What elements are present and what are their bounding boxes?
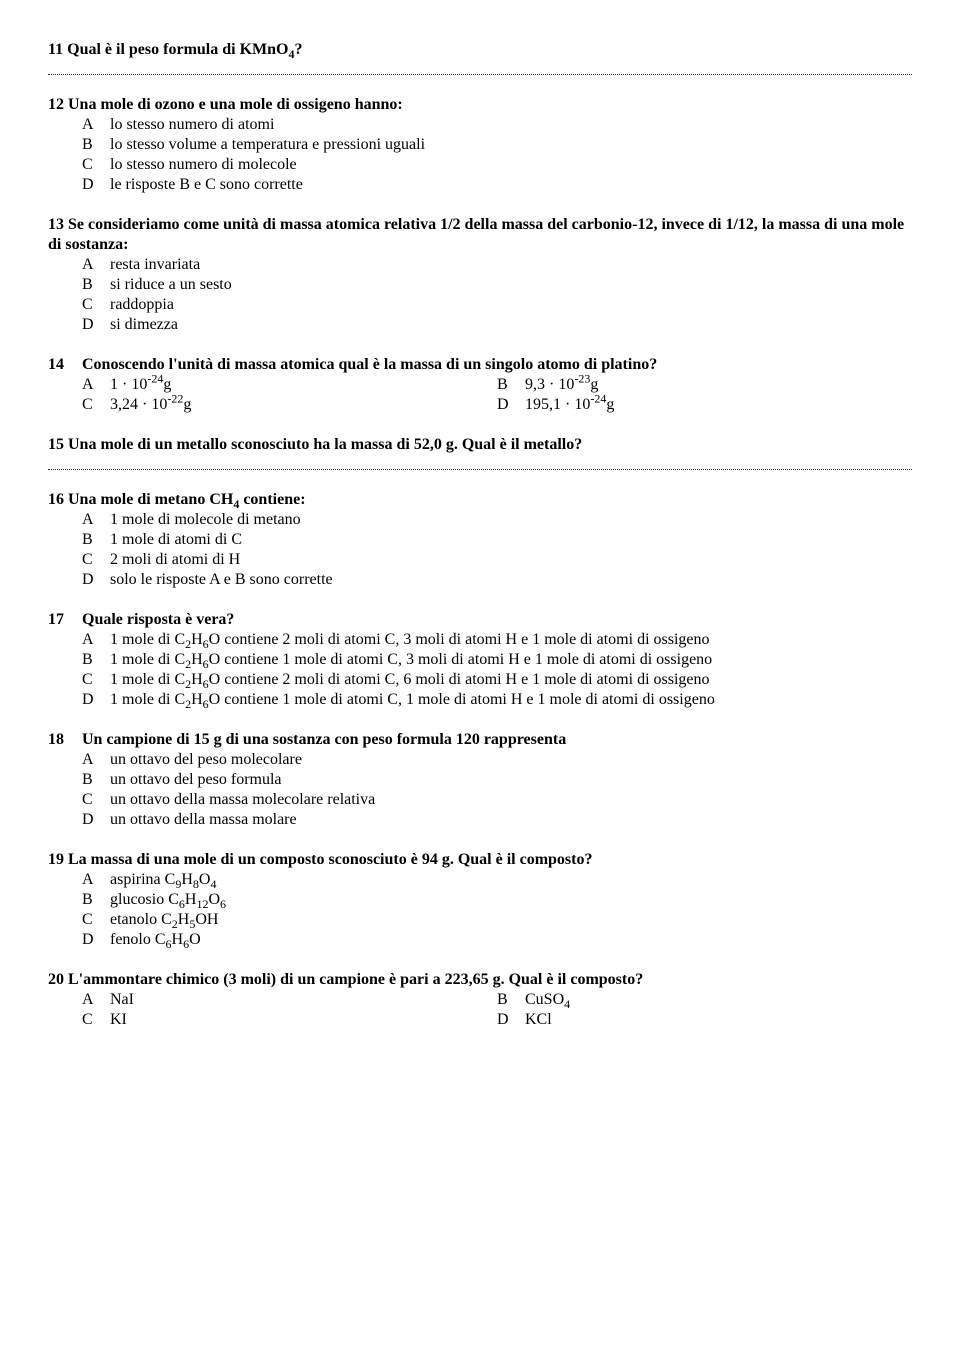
q18-options: Aun ottavo del peso molecolare Bun ottav… <box>82 750 912 830</box>
question-16: 16 Una mole di metano CH4 contiene: A1 m… <box>48 490 912 590</box>
q13-title: 13 Se consideriamo come unità di massa a… <box>48 215 912 255</box>
q13-opt-d: Dsi dimezza <box>82 315 912 335</box>
q14-title-row: 14Conoscendo l'unità di massa atomica qu… <box>48 355 912 375</box>
q19-opt-b: Bglucosio C6H12O6 <box>82 890 912 910</box>
q19-title: 19 La massa di una mole di un composto s… <box>48 850 912 870</box>
q13-opt-b: Bsi riduce a un sesto <box>82 275 912 295</box>
q18-opt-b: Bun ottavo del peso formula <box>82 770 912 790</box>
q16-title: 16 Una mole di metano CH4 contiene: <box>48 490 912 510</box>
q16-options: A1 mole di molecole di metano B1 mole di… <box>82 510 912 590</box>
q17-opt-b: B1 mole di C2H6O contiene 1 mole di atom… <box>82 650 912 670</box>
q16-opt-b: B1 mole di atomi di C <box>82 530 912 550</box>
q14-opt-d: D195,1 · 10-24g <box>497 395 912 415</box>
question-11: 11 Qual è il peso formula di KMnO4? <box>48 40 912 75</box>
q14-opt-a: A1 · 10-24g <box>82 375 497 395</box>
q11-num: 11 <box>48 41 63 58</box>
q12-opt-a: Alo stesso numero di atomi <box>82 115 912 135</box>
q20-opt-b: BCuSO4 <box>497 990 912 1010</box>
question-15: 15 Una mole di un metallo sconosciuto ha… <box>48 435 912 470</box>
q12-options: Alo stesso numero di atomi Blo stesso vo… <box>82 115 912 195</box>
q20-opt-a: ANaI <box>82 990 497 1010</box>
question-18: 18Un campione di 15 g di una sostanza co… <box>48 730 912 830</box>
q18-opt-d: Dun ottavo della massa molare <box>82 810 912 830</box>
question-14: 14Conoscendo l'unità di massa atomica qu… <box>48 355 912 415</box>
q17-opt-c: C1 mole di C2H6O contiene 2 moli di atom… <box>82 670 912 690</box>
question-12: 12 Una mole di ozono e una mole di ossig… <box>48 95 912 195</box>
q14-opt-b: B9,3 · 10-23g <box>497 375 912 395</box>
q19-opt-c: Cetanolo C2H5OH <box>82 910 912 930</box>
answer-line <box>48 74 912 75</box>
q19-options: Aaspirina C9H8O4 Bglucosio C6H12O6 Cetan… <box>82 870 912 950</box>
answer-line <box>48 469 912 470</box>
q14-opt-c: C3,24 · 10-22g <box>82 395 497 415</box>
q11-title: 11 Qual è il peso formula di KMnO4? <box>48 41 302 58</box>
q17-opt-a: A1 mole di C2H6O contiene 2 moli di atom… <box>82 630 912 650</box>
q18-title-row: 18Un campione di 15 g di una sostanza co… <box>48 730 912 750</box>
question-17: 17Quale risposta è vera? A1 mole di C2H6… <box>48 610 912 710</box>
q14-options: A1 · 10-24g B9,3 · 10-23g C3,24 · 10-22g… <box>82 375 912 415</box>
q13-opt-c: Craddoppia <box>82 295 912 315</box>
q15-title: 15 Una mole di un metallo sconosciuto ha… <box>48 436 582 453</box>
q17-opt-d: D1 mole di C2H6O contiene 1 mole di atom… <box>82 690 912 710</box>
q13-options: Aresta invariata Bsi riduce a un sesto C… <box>82 255 912 335</box>
q17-options: A1 mole di C2H6O contiene 2 moli di atom… <box>82 630 912 710</box>
q18-opt-a: Aun ottavo del peso molecolare <box>82 750 912 770</box>
q19-opt-d: Dfenolo C6H6O <box>82 930 912 950</box>
q18-opt-c: Cun ottavo della massa molecolare relati… <box>82 790 912 810</box>
q16-opt-a: A1 mole di molecole di metano <box>82 510 912 530</box>
q20-opt-d: DKCl <box>497 1010 912 1030</box>
q20-options: ANaI BCuSO4 CKI DKCl <box>82 990 912 1030</box>
q17-title-row: 17Quale risposta è vera? <box>48 610 912 630</box>
q12-opt-b: Blo stesso volume a temperatura e pressi… <box>82 135 912 155</box>
q12-title: 12 Una mole di ozono e una mole di ossig… <box>48 95 912 115</box>
question-19: 19 La massa di una mole di un composto s… <box>48 850 912 950</box>
q16-opt-d: Dsolo le risposte A e B sono corrette <box>82 570 912 590</box>
q20-opt-c: CKI <box>82 1010 497 1030</box>
question-20: 20 L'ammontare chimico (3 moli) di un ca… <box>48 970 912 1030</box>
q12-opt-d: Dle risposte B e C sono corrette <box>82 175 912 195</box>
question-13: 13 Se consideriamo come unità di massa a… <box>48 215 912 335</box>
q19-opt-a: Aaspirina C9H8O4 <box>82 870 912 890</box>
q13-opt-a: Aresta invariata <box>82 255 912 275</box>
q16-opt-c: C2 moli di atomi di H <box>82 550 912 570</box>
q12-opt-c: Clo stesso numero di molecole <box>82 155 912 175</box>
q20-title: 20 L'ammontare chimico (3 moli) di un ca… <box>48 970 912 990</box>
